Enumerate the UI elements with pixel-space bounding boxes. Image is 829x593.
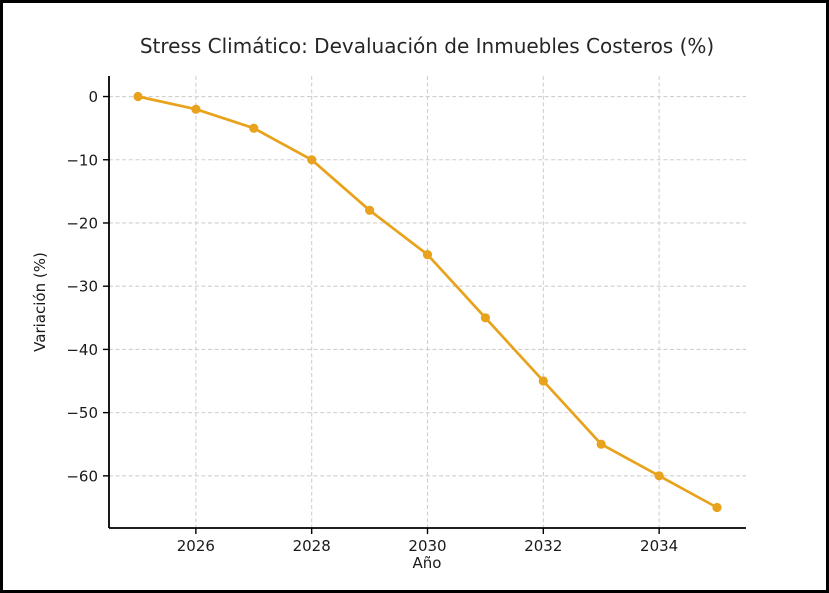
data-point xyxy=(596,439,606,449)
plot-canvas: 2026 2028 2030 2032 2034 0 −10 −20 −30 −40 −50 −60 xyxy=(66,76,746,555)
data-point xyxy=(480,313,490,323)
data-point xyxy=(654,471,664,481)
data-point xyxy=(249,123,259,133)
y-tick-label: −60 xyxy=(66,467,98,485)
x-axis-label: Año xyxy=(412,554,442,572)
y-tick-label: −40 xyxy=(66,341,98,359)
y-tick-label: −50 xyxy=(66,404,98,422)
x-tick-label: 2032 xyxy=(524,537,562,555)
data-point xyxy=(307,155,317,165)
data-point xyxy=(712,502,722,513)
x-tick-label: 2034 xyxy=(640,537,678,555)
y-tick-label: 0 xyxy=(88,88,98,106)
y-axis-label: Variación (%) xyxy=(31,252,49,352)
chart-title: Stress Climático: Devaluación de Inmuebl… xyxy=(139,34,715,58)
y-tick-label: −30 xyxy=(66,278,98,296)
y-tick-label: −10 xyxy=(66,151,98,169)
x-tick-label: 2026 xyxy=(177,537,215,555)
data-point xyxy=(422,250,433,260)
x-tick-label: 2030 xyxy=(408,537,446,555)
data-point xyxy=(365,205,375,215)
y-tick-label: −20 xyxy=(66,214,98,232)
data-point xyxy=(191,104,201,114)
x-tick-label: 2028 xyxy=(293,537,331,555)
data-point xyxy=(538,376,548,386)
data-point xyxy=(133,91,143,102)
